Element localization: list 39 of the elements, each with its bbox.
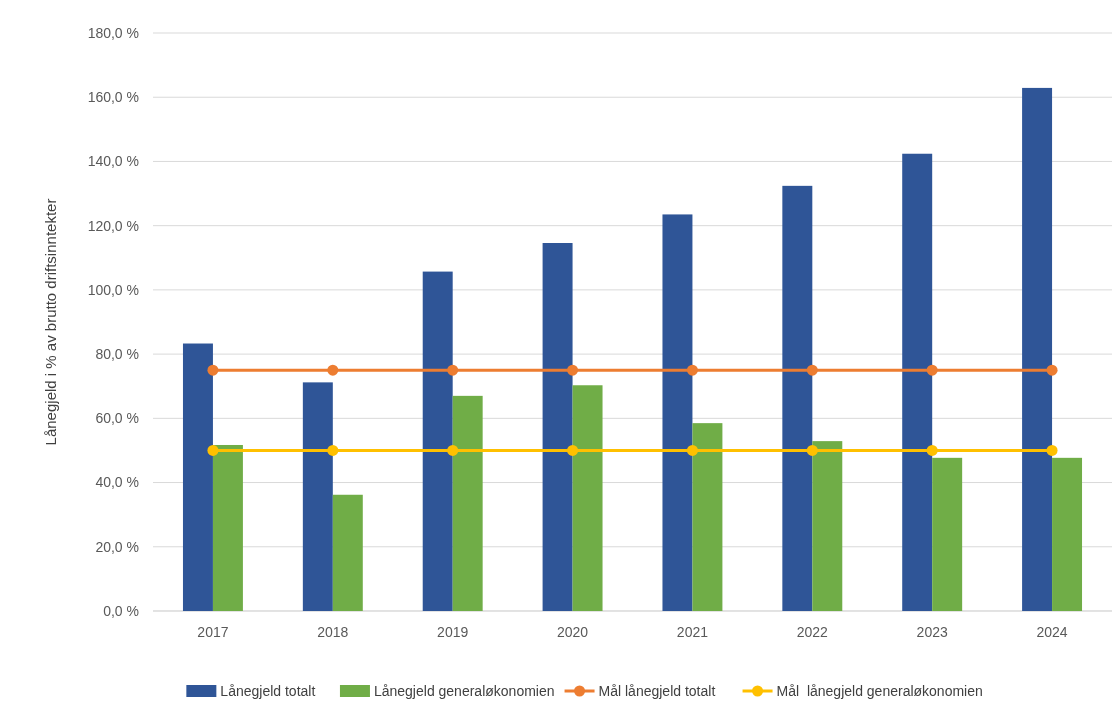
x-tick-label: 2024 xyxy=(1036,624,1068,640)
legend-label: Mål lånegjeld totalt xyxy=(598,682,716,699)
bar xyxy=(332,494,363,611)
bar xyxy=(692,423,723,611)
bar xyxy=(212,444,243,611)
x-tick-label: 2021 xyxy=(676,624,709,640)
bar xyxy=(1052,457,1083,611)
x-tick-label: 2022 xyxy=(796,624,829,640)
y-tick-label: 180,0 % xyxy=(87,24,139,41)
y-tick-label: 160,0 % xyxy=(87,89,139,106)
bar xyxy=(782,185,813,611)
y-tick-label: 80,0 % xyxy=(95,346,139,363)
bar xyxy=(182,343,213,611)
y-tick-label: 0,0 % xyxy=(103,602,139,619)
x-tick-label: 2023 xyxy=(916,624,948,640)
bar xyxy=(932,457,963,611)
bar xyxy=(452,395,483,611)
bar xyxy=(1022,87,1053,611)
y-tick-label: 40,0 % xyxy=(95,474,139,491)
bar xyxy=(302,382,333,611)
x-tick-label: 2018 xyxy=(317,624,349,640)
bar xyxy=(662,214,693,611)
legend-label: Lånegjeld generaløkonomien xyxy=(373,682,555,699)
legend-label: Mål lånegjeld generaløkonomien xyxy=(776,682,983,699)
y-tick-label: 120,0 % xyxy=(87,217,139,234)
y-tick-label: 20,0 % xyxy=(95,538,139,555)
y-tick-label: 60,0 % xyxy=(95,410,139,427)
bar xyxy=(572,385,603,611)
bar xyxy=(422,271,453,611)
x-tick-label: 2017 xyxy=(197,624,229,640)
x-tick-label: 2019 xyxy=(437,624,469,640)
legend-label: Lånegjeld totalt xyxy=(220,682,316,699)
bar xyxy=(812,441,843,611)
y-tick-label: 100,0 % xyxy=(87,281,139,298)
y-tick-label: 140,0 % xyxy=(87,153,139,170)
y-axis-title: Lånegjeld i % av brutto driftsinntekter xyxy=(42,198,59,446)
bar xyxy=(542,243,573,611)
bar xyxy=(902,153,933,611)
x-tick-label: 2020 xyxy=(556,624,589,640)
